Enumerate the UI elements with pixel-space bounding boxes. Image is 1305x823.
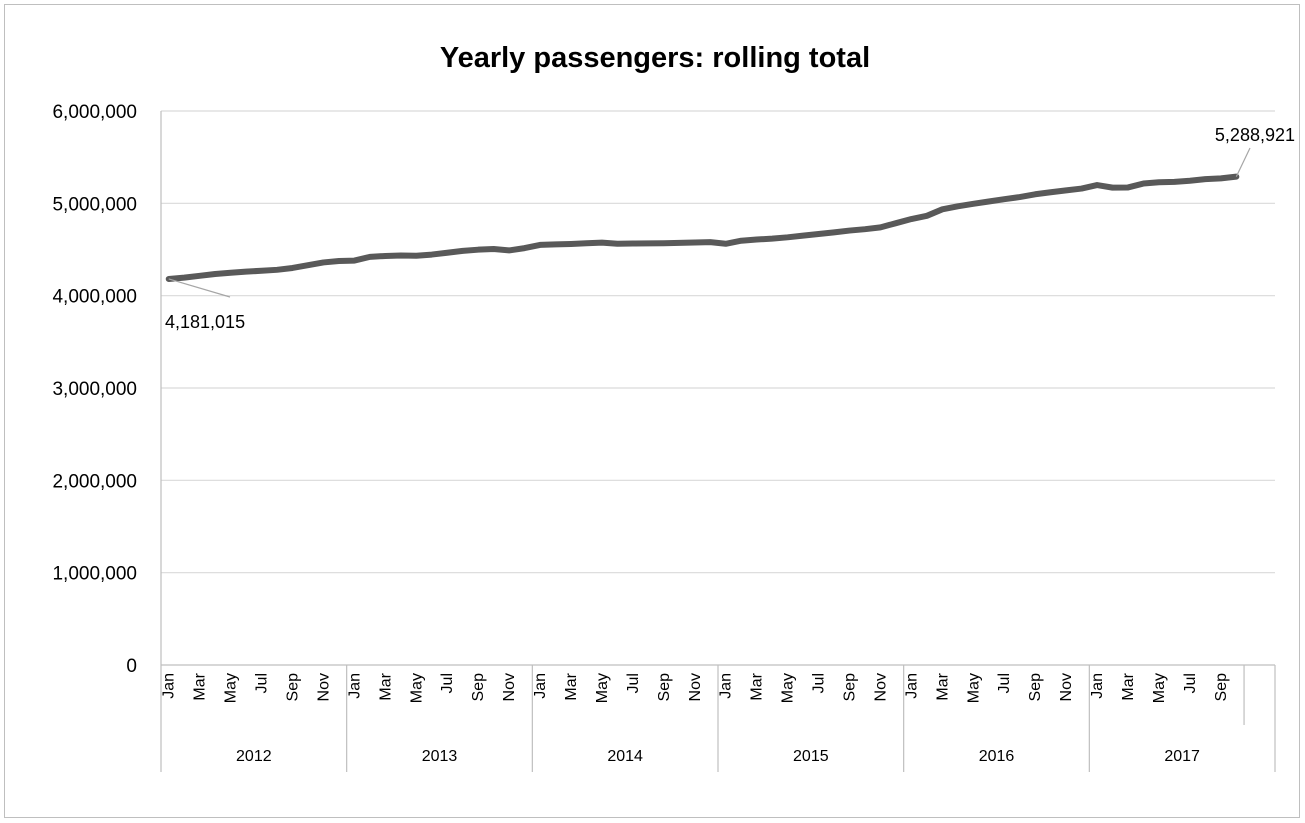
- x-tick-label: Sep: [1027, 673, 1044, 702]
- y-tick-label: 6,000,000: [52, 102, 137, 123]
- x-tick-label: Jan: [346, 673, 363, 699]
- y-tick-label: 2,000,000: [52, 471, 137, 492]
- x-tick-label: Mar: [563, 672, 580, 700]
- y-axis-ticks: 0 1,000,000 2,000,000 3,000,000 4,000,000 5,0…: [52, 102, 137, 677]
- series-layer: [165, 173, 1240, 282]
- x-tick-label: Nov: [501, 673, 518, 701]
- y-tick-label: 3,000,000: [52, 379, 137, 400]
- x-tick-label: Jan: [532, 673, 549, 699]
- year-label: 2016: [979, 748, 1015, 765]
- y-tick-label: 4,000,000: [52, 287, 137, 308]
- x-tick-label: Jul: [996, 673, 1013, 693]
- x-tick-label: May: [780, 673, 797, 703]
- gridlines: [161, 110, 1275, 574]
- x-tick-label: Jul: [439, 673, 456, 693]
- x-tick-label: May: [408, 673, 425, 703]
- x-tick-label: Jul: [1182, 673, 1199, 693]
- y-tick-label: 0: [126, 656, 137, 677]
- data-label-last: 5,288,921: [1215, 125, 1295, 145]
- x-tick-label: Jul: [254, 673, 271, 693]
- x-tick-label: Jan: [161, 673, 178, 699]
- x-tick-label: Mar: [192, 672, 209, 700]
- leader-line: [1235, 147, 1251, 177]
- x-tick-label: Jul: [625, 673, 642, 693]
- year-label: 2014: [607, 748, 643, 765]
- x-tick-label: Sep: [842, 673, 859, 702]
- x-tick-label: Jan: [1089, 673, 1106, 699]
- x-tick-label: Jan: [903, 673, 920, 699]
- x-tick-label: Mar: [377, 672, 394, 700]
- axes: [160, 111, 1276, 772]
- y-tick-label: 1,000,000: [52, 564, 137, 585]
- x-tick-label: Jul: [811, 673, 828, 693]
- x-tick-label: Mar: [934, 672, 951, 700]
- x-tick-label: Nov: [1058, 673, 1075, 701]
- x-axis-ticks: Jan Mar May Jul Sep Nov Jan Mar May Jul Sep Nov Jan M…: [161, 672, 1230, 765]
- x-tick-label: Nov: [872, 673, 889, 701]
- chart-title: Yearly passengers: rolling total: [440, 42, 870, 74]
- x-tick-label: Nov: [315, 673, 332, 701]
- x-tick-label: Sep: [656, 673, 673, 702]
- annotations: 4,181,015 5,288,921: [165, 125, 1295, 332]
- x-tick-label: Nov: [687, 673, 704, 701]
- x-tick-label: May: [223, 673, 240, 703]
- year-label: 2013: [422, 748, 458, 765]
- year-label: 2017: [1164, 748, 1200, 765]
- year-label: 2012: [236, 748, 272, 765]
- x-tick-label: Jan: [718, 673, 735, 699]
- chart-frame: Yearly passengers: rolling total 0 1,000,…: [4, 4, 1300, 818]
- data-label-first: 4,181,015: [165, 312, 245, 332]
- x-tick-label: Sep: [285, 673, 302, 702]
- x-tick-label: Sep: [1213, 673, 1230, 702]
- x-tick-label: May: [965, 673, 982, 703]
- y-tick-label: 5,000,000: [52, 194, 137, 215]
- x-tick-label: May: [1151, 673, 1168, 703]
- x-tick-label: May: [594, 673, 611, 703]
- year-label: 2015: [793, 748, 829, 765]
- x-tick-label: Mar: [1120, 672, 1137, 700]
- x-tick-label: Sep: [470, 673, 487, 702]
- x-tick-label: Mar: [749, 672, 766, 700]
- series-line: [165, 173, 1240, 282]
- line-chart: Yearly passengers: rolling total 0 1,000,…: [52, 42, 1295, 772]
- leader-line: [168, 278, 231, 298]
